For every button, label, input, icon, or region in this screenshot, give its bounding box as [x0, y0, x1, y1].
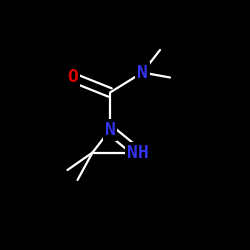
Text: NH: NH [127, 144, 148, 162]
Text: O: O [67, 68, 78, 86]
Text: N: N [104, 121, 116, 139]
Text: N: N [137, 64, 148, 82]
